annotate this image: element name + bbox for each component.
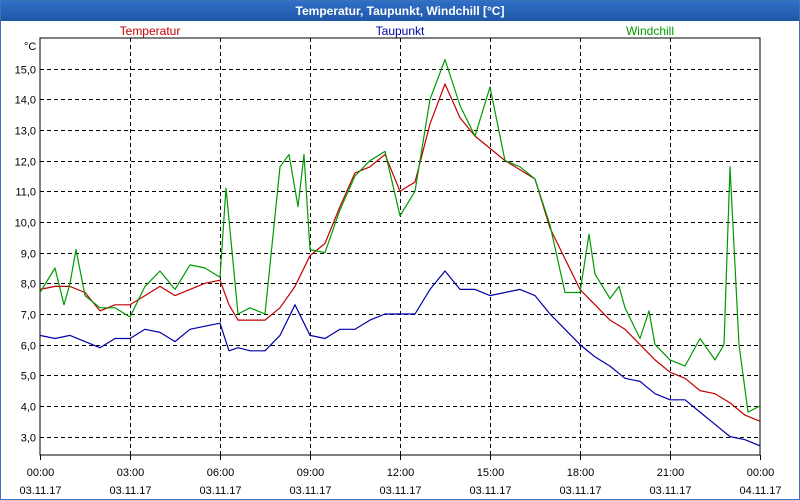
y-axis-label: °C bbox=[24, 41, 36, 53]
y-tick-label: 11,0 bbox=[15, 187, 36, 199]
chart-title: Temperatur, Taupunkt, Windchill [°C] bbox=[1, 1, 799, 21]
y-tick-label: 8,0 bbox=[21, 279, 36, 291]
y-tick-label: 3,0 bbox=[21, 433, 36, 445]
y-tick-label: 5,0 bbox=[21, 371, 36, 383]
x-tick-date: 04.11.17 bbox=[739, 485, 781, 497]
y-tick-label: 4,0 bbox=[21, 402, 36, 414]
x-tick-date: 03.11.17 bbox=[649, 485, 691, 497]
y-tick-label: 9,0 bbox=[21, 249, 36, 261]
x-tick-time: 21:00 bbox=[657, 467, 685, 479]
x-tick-time: 12:00 bbox=[387, 467, 415, 479]
plot-area bbox=[39, 37, 761, 456]
x-tick-date: 03.11.17 bbox=[289, 485, 331, 497]
x-tick-time: 00:00 bbox=[27, 467, 55, 479]
y-tick-label: 6,0 bbox=[21, 341, 36, 353]
y-tick-label: 12,0 bbox=[15, 157, 36, 169]
x-tick-date: 03.11.17 bbox=[469, 485, 511, 497]
series-line-temperatur bbox=[39, 83, 761, 422]
x-tick-date: 03.11.17 bbox=[559, 485, 601, 497]
x-tick-time: 09:00 bbox=[297, 467, 325, 479]
legend-label-temperatur: Temperatur bbox=[120, 24, 181, 38]
series-line-windchill bbox=[39, 58, 761, 413]
axes: 3,0 4,0 5,0 6,0 7,0 8,0 9,0 10,0 11,0 12,0 13,0 14,… bbox=[15, 37, 782, 497]
x-tick-time: 00:00 bbox=[747, 467, 775, 479]
y-tick-label: 14,0 bbox=[15, 95, 36, 107]
legend-label-windchill: Windchill bbox=[626, 24, 674, 38]
y-tick-label: 10,0 bbox=[15, 218, 36, 230]
x-tick-time: 06:00 bbox=[207, 467, 235, 479]
legend-label-taupunkt: Taupunkt bbox=[376, 24, 425, 38]
x-tick-time: 15:00 bbox=[477, 467, 505, 479]
grid bbox=[40, 38, 760, 455]
legend: Temperatur Taupunkt Windchill bbox=[120, 24, 674, 38]
y-tick-label: 13,0 bbox=[15, 126, 36, 138]
x-tick-date: 03.11.17 bbox=[109, 485, 151, 497]
x-tick-date: 03.11.17 bbox=[19, 485, 61, 497]
x-tick-time: 18:00 bbox=[567, 467, 595, 479]
x-tick-time: 03:00 bbox=[117, 467, 145, 479]
series bbox=[39, 58, 761, 447]
series-line-taupunkt bbox=[39, 270, 761, 447]
y-tick-label: 15,0 bbox=[15, 65, 36, 77]
x-tick-date: 03.11.17 bbox=[199, 485, 241, 497]
x-tick-date: 03.11.17 bbox=[379, 485, 421, 497]
y-tick-label: 7,0 bbox=[21, 310, 36, 322]
